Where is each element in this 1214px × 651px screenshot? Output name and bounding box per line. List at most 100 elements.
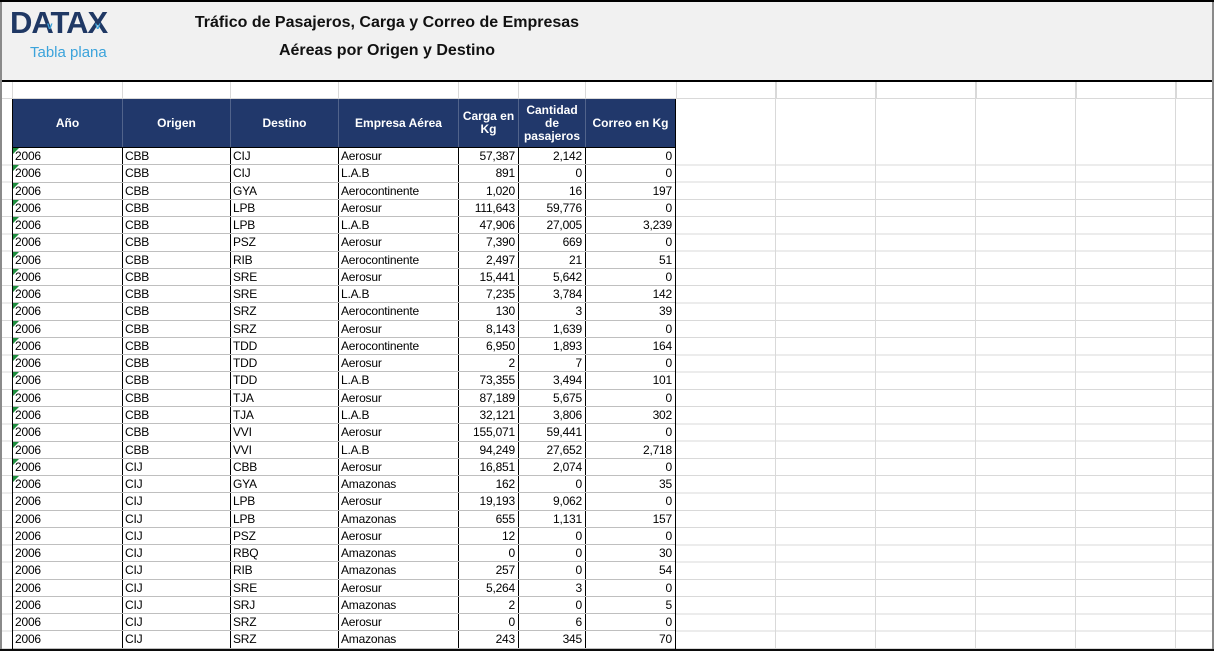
- cell-origin[interactable]: CIJ: [123, 545, 231, 562]
- table-row[interactable]: 2006 CBB GYA Aerocontinente 1,020 16 197: [13, 182, 675, 200]
- cell-origin[interactable]: CBB: [123, 337, 231, 355]
- cell-destination[interactable]: PSZ: [231, 527, 339, 545]
- cell-year[interactable]: 2006: [13, 320, 123, 337]
- cell-passengers[interactable]: 345: [519, 631, 586, 648]
- table-row[interactable]: 2006 CIJ SRJ Amazonas 2 0 5: [13, 596, 675, 615]
- column-header-origin[interactable]: Origen: [123, 99, 231, 147]
- cell-destination[interactable]: CIJ: [231, 148, 339, 165]
- cell-cargo_kg[interactable]: 6,950: [459, 337, 519, 355]
- cell-mail_kg[interactable]: 0: [665, 425, 673, 440]
- cell-passengers[interactable]: 2,142: [519, 148, 586, 165]
- table-row[interactable]: 2006 CBB SRZ Aerosur 8,143 1,639 0: [13, 320, 675, 338]
- cell-origin[interactable]: CBB: [123, 217, 231, 234]
- cell-origin[interactable]: CBB: [123, 182, 231, 199]
- cell-mail_kg[interactable]: 0: [665, 269, 673, 284]
- cell-mail_kg[interactable]: 0: [665, 321, 673, 336]
- cell-airline[interactable]: Aerosur: [339, 234, 459, 251]
- cell-year[interactable]: 2006: [13, 234, 123, 251]
- cell-mail_kg[interactable]: 0: [665, 235, 673, 250]
- table-row[interactable]: 2006 CIJ SRE Aerosur 5,264 3 0: [13, 579, 675, 597]
- cell-airline[interactable]: L.A.B: [339, 372, 459, 389]
- cell-airline[interactable]: Aerosur: [339, 424, 459, 441]
- table-row[interactable]: 2006 CBB LPB L.A.B 47,906 27,005 3,239: [13, 217, 675, 235]
- cell-mail_kg[interactable]: 0: [665, 390, 673, 405]
- table-row[interactable]: 2006 CIJ RIB Amazonas 257 0 54: [13, 562, 675, 580]
- column-header-passengers[interactable]: Cantidad de pasajeros: [519, 99, 586, 147]
- cell-origin[interactable]: CIJ: [123, 458, 231, 476]
- cell-cargo_kg[interactable]: 73,355: [459, 372, 519, 389]
- cell-airline[interactable]: Amazonas: [339, 596, 459, 614]
- cell-airline[interactable]: L.A.B: [339, 406, 459, 424]
- cell-year[interactable]: 2006: [13, 510, 123, 527]
- cell-destination[interactable]: CIJ: [231, 165, 339, 182]
- table-row[interactable]: 2006 CIJ GYA Amazonas 162 0 35: [13, 476, 675, 494]
- cell-origin[interactable]: CBB: [123, 441, 231, 458]
- cell-cargo_kg[interactable]: 155,071: [459, 424, 519, 441]
- cell-passengers[interactable]: 1,639: [519, 320, 586, 337]
- cell-cargo_kg[interactable]: 15,441: [459, 268, 519, 286]
- cell-origin[interactable]: CBB: [123, 148, 231, 165]
- cell-airline[interactable]: Amazonas: [339, 562, 459, 579]
- table-row[interactable]: 2006 CBB SRE L.A.B 7,235 3,784 142: [13, 286, 675, 304]
- cell-origin[interactable]: CBB: [123, 320, 231, 337]
- cell-origin[interactable]: CIJ: [123, 631, 231, 648]
- cell-origin[interactable]: CIJ: [123, 510, 231, 527]
- cell-year[interactable]: 2006: [13, 337, 123, 355]
- cell-cargo_kg[interactable]: 2: [459, 355, 519, 372]
- cell-passengers[interactable]: 59,441: [519, 424, 586, 441]
- cell-year[interactable]: 2006: [13, 614, 123, 631]
- cell-airline[interactable]: Amazonas: [339, 545, 459, 562]
- cell-origin[interactable]: CBB: [123, 165, 231, 182]
- cell-passengers[interactable]: 59,776: [519, 199, 586, 217]
- cell-cargo_kg[interactable]: 655: [459, 510, 519, 527]
- cell-origin[interactable]: CBB: [123, 199, 231, 217]
- column-header-cargo_kg[interactable]: Carga en Kg: [459, 99, 519, 147]
- cell-year[interactable]: 2006: [13, 476, 123, 493]
- cell-mail_kg[interactable]: 0: [665, 580, 673, 595]
- cell-cargo_kg[interactable]: 0: [459, 614, 519, 631]
- table-row[interactable]: 2006 CIJ RBQ Amazonas 0 0 30: [13, 545, 675, 563]
- cell-passengers[interactable]: 1,131: [519, 510, 586, 527]
- cell-year[interactable]: 2006: [13, 355, 123, 372]
- cell-cargo_kg[interactable]: 19,193: [459, 493, 519, 510]
- cell-passengers[interactable]: 21: [519, 251, 586, 268]
- cell-cargo_kg[interactable]: 257: [459, 562, 519, 579]
- cell-cargo_kg[interactable]: 87,189: [459, 389, 519, 406]
- cell-year[interactable]: 2006: [13, 182, 123, 199]
- cell-airline[interactable]: Aerocontinente: [339, 182, 459, 199]
- cell-origin[interactable]: CBB: [123, 355, 231, 372]
- cell-cargo_kg[interactable]: 57,387: [459, 148, 519, 165]
- cell-destination[interactable]: VVI: [231, 424, 339, 441]
- cell-passengers[interactable]: 3,806: [519, 406, 586, 424]
- cell-airline[interactable]: Aerocontinente: [339, 337, 459, 355]
- cell-year[interactable]: 2006: [13, 579, 123, 596]
- column-header-airline[interactable]: Empresa Aérea: [339, 99, 459, 147]
- table-row[interactable]: 2006 CBB TJA Aerosur 87,189 5,675 0: [13, 389, 675, 407]
- cell-cargo_kg[interactable]: 130: [459, 303, 519, 320]
- cell-destination[interactable]: RBQ: [231, 545, 339, 562]
- cell-year[interactable]: 2006: [13, 527, 123, 545]
- cell-origin[interactable]: CIJ: [123, 596, 231, 614]
- cell-passengers[interactable]: 6: [519, 614, 586, 631]
- cell-airline[interactable]: Aerosur: [339, 148, 459, 165]
- cell-destination[interactable]: TJA: [231, 406, 339, 424]
- cell-passengers[interactable]: 0: [519, 527, 586, 545]
- cell-airline[interactable]: Aerosur: [339, 389, 459, 406]
- cell-origin[interactable]: CBB: [123, 268, 231, 286]
- cell-passengers[interactable]: 5,675: [519, 389, 586, 406]
- table-row[interactable]: 2006 CBB CIJ Aerosur 57,387 2,142 0: [13, 148, 675, 166]
- cell-destination[interactable]: TJA: [231, 389, 339, 406]
- cell-mail_kg[interactable]: 70: [659, 632, 672, 647]
- cell-destination[interactable]: CBB: [231, 458, 339, 476]
- table-row[interactable]: 2006 CBB RIB Aerocontinente 2,497 21 51: [13, 251, 675, 269]
- cell-mail_kg[interactable]: 0: [665, 459, 673, 474]
- cell-mail_kg[interactable]: 0: [665, 356, 673, 371]
- cell-cargo_kg[interactable]: 16,851: [459, 458, 519, 476]
- table-row[interactable]: 2006 CIJ LPB Aerosur 19,193 9,062 0: [13, 493, 675, 511]
- cell-year[interactable]: 2006: [13, 148, 123, 165]
- cell-cargo_kg[interactable]: 243: [459, 631, 519, 648]
- cell-passengers[interactable]: 27,005: [519, 217, 586, 234]
- cell-airline[interactable]: Aerosur: [339, 614, 459, 631]
- cell-airline[interactable]: Aerosur: [339, 579, 459, 596]
- cell-year[interactable]: 2006: [13, 631, 123, 648]
